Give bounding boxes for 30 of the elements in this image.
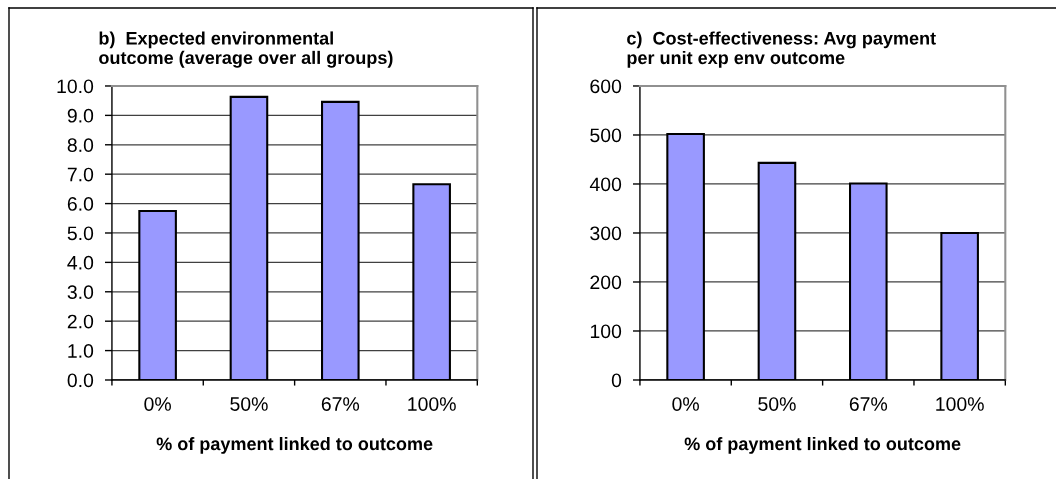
x-tick-label: 50% bbox=[758, 397, 796, 411]
x-tick-label: 50% bbox=[230, 397, 268, 411]
x-tick-label: 100% bbox=[408, 397, 456, 411]
x-axis-title: % of payment linked to outcome bbox=[684, 437, 961, 454]
y-tick-label: 600 bbox=[590, 79, 622, 94]
x-tick-label: 67% bbox=[321, 397, 360, 411]
y-tick-label: 5.0 bbox=[67, 226, 94, 241]
y-tick-label: 300 bbox=[590, 226, 622, 241]
y-tick-label: 500 bbox=[590, 128, 622, 143]
y-tick-label: 6.0 bbox=[67, 197, 94, 211]
y-tick-label: 9.0 bbox=[67, 108, 94, 123]
y-tick-label: 0.0 bbox=[67, 373, 94, 388]
y-tick-label: 1.0 bbox=[68, 344, 94, 358]
y-tick-label: 8.0 bbox=[67, 138, 94, 153]
y-tick-label: 7.0 bbox=[67, 167, 94, 182]
y-tick-label: 2.0 bbox=[67, 314, 94, 329]
x-tick-label: 67% bbox=[849, 397, 888, 411]
chart-title: c) Cost-effectiveness: Avg payment per unit exp env outcome bbox=[627, 31, 936, 68]
y-tick-label: 200 bbox=[590, 275, 622, 290]
x-axis-title: % of payment linked to outcome bbox=[156, 437, 433, 454]
y-tick-label: 100 bbox=[590, 324, 622, 339]
x-tick-label: 0% bbox=[672, 397, 699, 411]
y-tick-label: 400 bbox=[589, 177, 622, 192]
x-tick-label: 100% bbox=[936, 397, 984, 411]
y-tick-label: 4.0 bbox=[67, 255, 94, 270]
y-tick-label: 10.0 bbox=[57, 79, 94, 94]
chart-title: b) Expected environmental outcome (average over all groups) bbox=[99, 31, 393, 68]
y-tick-label: 0 bbox=[611, 373, 622, 388]
y-tick-label: 3.0 bbox=[67, 285, 94, 300]
x-tick-label: 0% bbox=[144, 397, 171, 411]
